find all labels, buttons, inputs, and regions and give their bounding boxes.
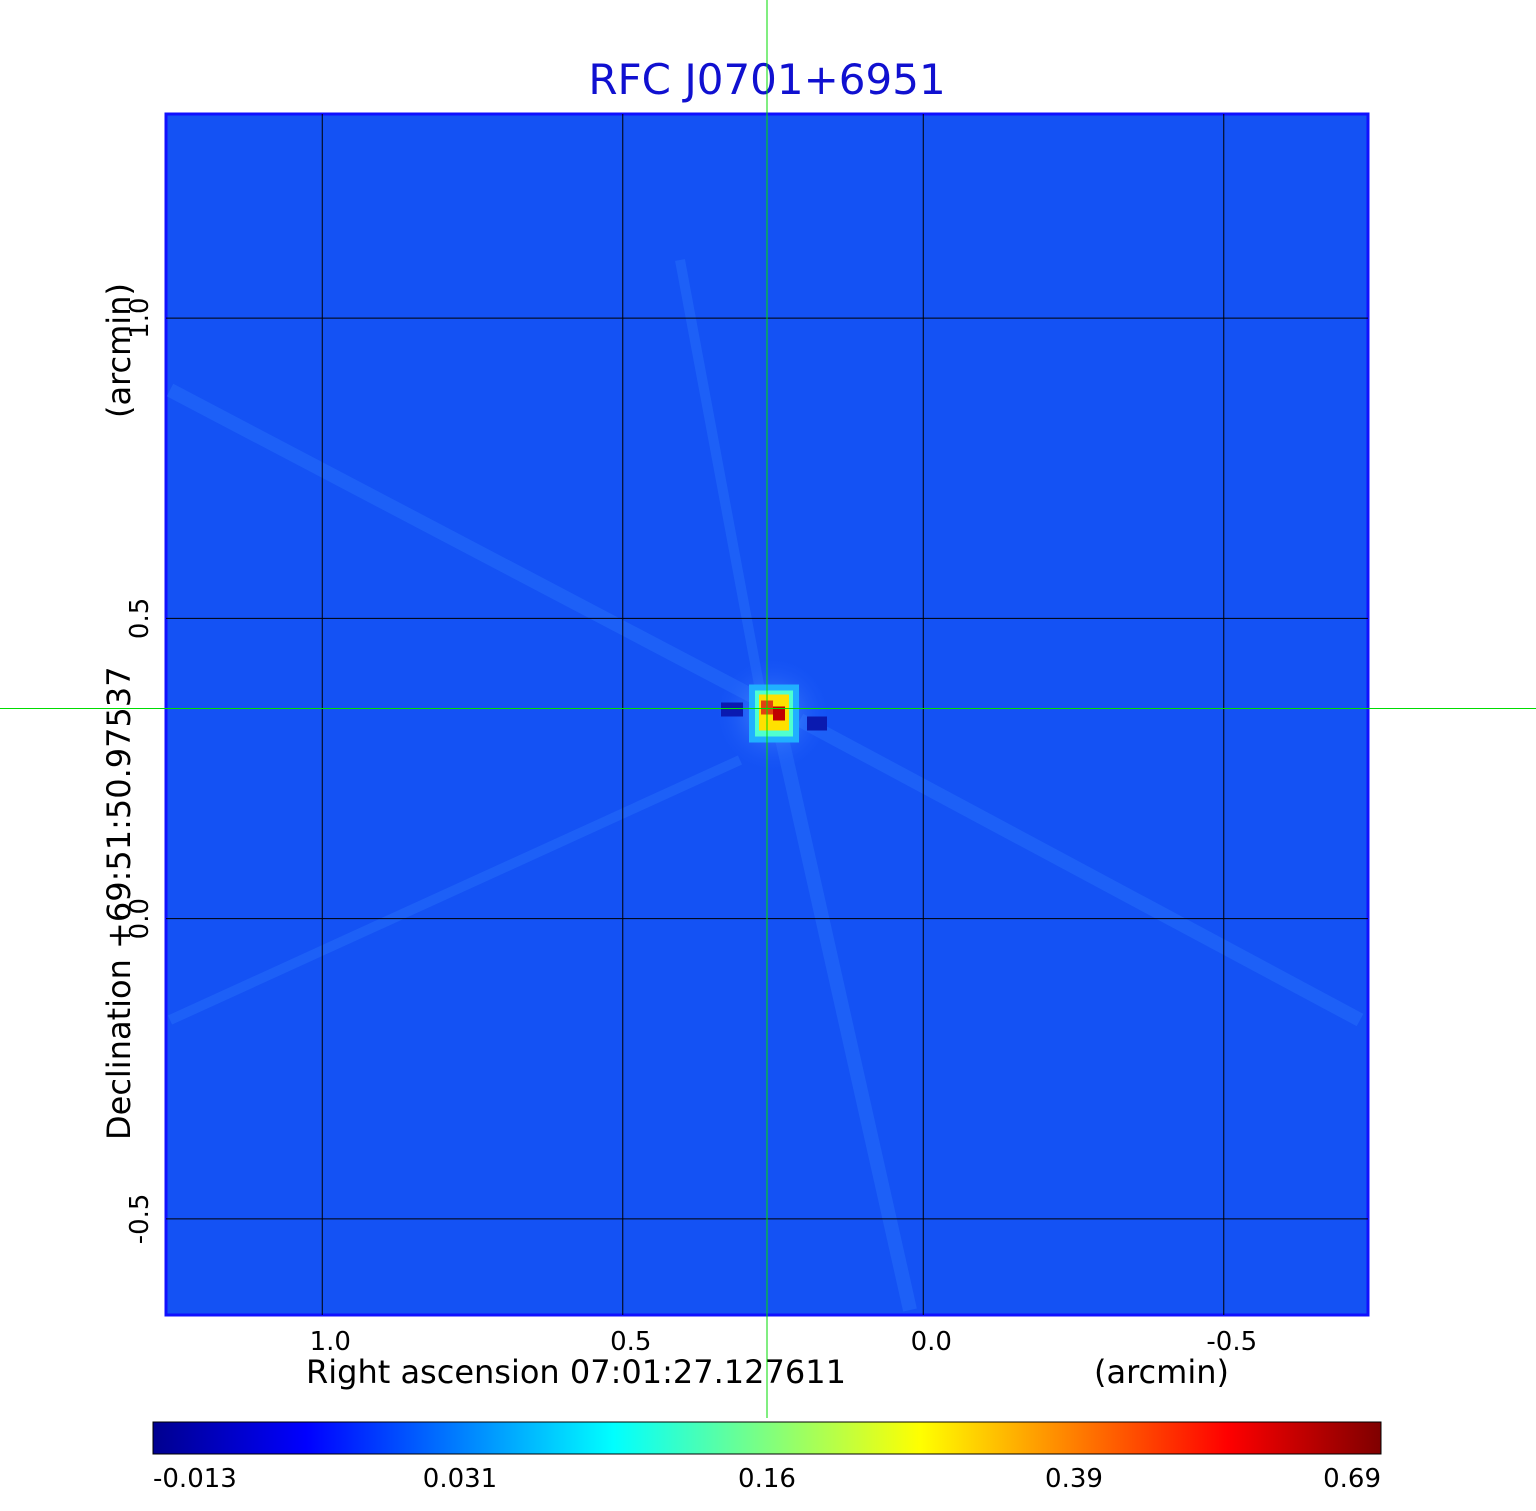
x-tick-label: 0.0 [911, 1327, 952, 1357]
sidelobe-streak [166, 383, 764, 707]
x-tick-label: -0.5 [1206, 1327, 1257, 1357]
colorbar-tick-label: 0.16 [738, 1464, 796, 1494]
source-blob [713, 654, 834, 775]
colorbar-tick-label: -0.013 [153, 1464, 237, 1494]
sidelobe-streak [773, 728, 917, 1312]
colorbar-ticks: -0.013 0.031 0.16 0.39 0.69 [153, 1464, 1381, 1494]
y-axis-unit: (arcmin) [100, 283, 138, 418]
y-tick-labels: 1.0 0.5 0.0 -0.5 [125, 297, 155, 1244]
colorbar-tick-label: 0.031 [423, 1464, 497, 1494]
y-axis-label: Declination +69:51:50.97537 [100, 666, 138, 1140]
x-axis-label: Right ascension 07:01:27.127611 [306, 1353, 846, 1391]
colorbar [152, 1421, 1382, 1455]
grid-lines [166, 114, 1368, 1315]
x-tick-label: 0.5 [610, 1327, 651, 1357]
crosshair [0, 0, 1536, 1418]
colorbar-tick-label: 0.69 [1323, 1464, 1381, 1494]
sidelobe-streak [167, 755, 743, 1025]
sidelobe-streak [796, 713, 1364, 1027]
y-tick-label: 1.0 [125, 297, 155, 338]
x-tick-label: 1.0 [310, 1327, 351, 1357]
y-tick-label: -0.5 [125, 1194, 155, 1245]
x-tick-labels: 1.0 0.5 0.0 -0.5 [310, 1327, 1258, 1357]
x-axis-unit: (arcmin) [1094, 1353, 1229, 1391]
colorbar-tick-label: 0.39 [1045, 1464, 1103, 1494]
negative-lobe [807, 716, 828, 731]
source-peak [773, 706, 786, 721]
y-tick-label: 0.5 [125, 598, 155, 639]
y-tick-label: 0.0 [125, 898, 155, 939]
negative-lobe [721, 702, 744, 717]
